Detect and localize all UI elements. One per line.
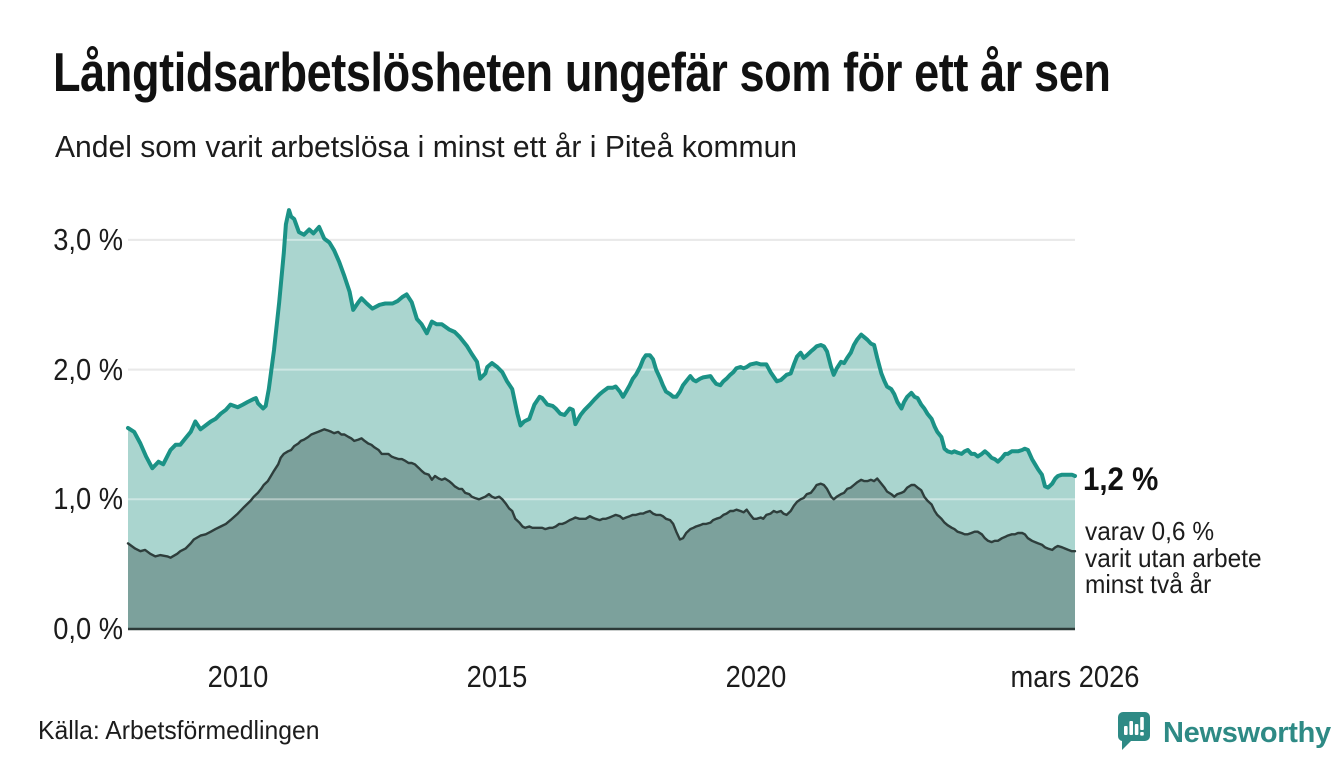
end-note-line-1: varav 0,6 % bbox=[1085, 516, 1215, 546]
newsworthy-bubble-chart-icon bbox=[1117, 712, 1150, 750]
y-tick-label: 3,0 % bbox=[53, 221, 124, 257]
x-tick-label: 2010 bbox=[207, 659, 269, 694]
source-note: Källa: Arbetsförmedlingen bbox=[38, 715, 320, 745]
end-note-line-2: varit utan arbete bbox=[1085, 542, 1262, 573]
line-minst-tva-ar bbox=[126, 428, 1077, 559]
x-tick-label: 2020 bbox=[725, 659, 786, 694]
area-fill-minst-tva-ar bbox=[128, 429, 1075, 629]
page-title: Långtidsarbetslösheten ungefär som för e… bbox=[53, 41, 1111, 103]
end-note-line-3: minst två år bbox=[1085, 569, 1212, 599]
brand-logo: Newsworthy bbox=[1117, 711, 1331, 755]
line-minst-ett-ar bbox=[126, 208, 1077, 490]
brand-name: Newsworthy bbox=[1163, 716, 1331, 749]
y-tick-label: 1,0 % bbox=[53, 481, 124, 517]
x-tick-label: mars 2026 bbox=[1010, 659, 1140, 694]
page-subtitle: Andel som varit arbetslösa i minst ett å… bbox=[55, 129, 798, 164]
y-tick-label: 0,0 % bbox=[53, 611, 124, 646]
y-tick-label: 2,0 % bbox=[53, 351, 124, 387]
x-tick-label: 2015 bbox=[466, 659, 527, 694]
series-end-note: varav 0,6 % varit utan arbete minst två … bbox=[1085, 518, 1262, 598]
series-end-value-label: 1,2 % bbox=[1083, 461, 1159, 497]
